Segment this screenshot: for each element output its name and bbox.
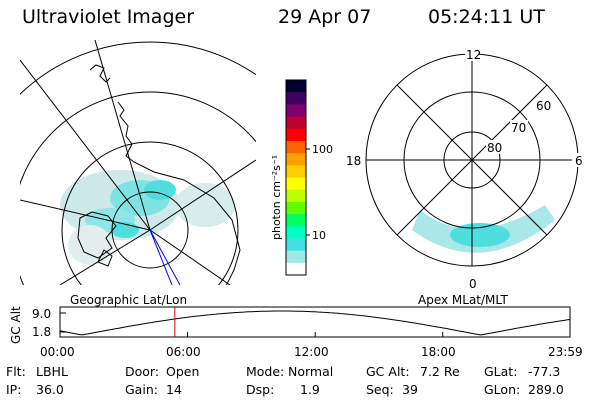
colorbar-scale — [286, 80, 306, 276]
mlt-label-0: 0 — [469, 277, 477, 291]
aurora-oval — [412, 205, 555, 253]
mlt-label-12: 12 — [466, 48, 481, 62]
ip-label: IP: — [6, 382, 22, 397]
x-tick-2359: 23:59 — [548, 345, 583, 359]
glat-value: -77.3 — [528, 364, 561, 379]
colorbar-band — [286, 262, 306, 276]
date-label: 29 Apr 07 — [278, 6, 372, 28]
dsp-value: 1.9 — [300, 382, 320, 397]
colorbar-band — [286, 238, 306, 252]
app-title: Ultraviolet Imager — [22, 6, 195, 28]
seq-label: Seq: — [366, 382, 394, 397]
colorbar-band — [286, 214, 306, 227]
colorbar-band — [286, 250, 306, 264]
gcalt-value: 7.2 Re — [420, 364, 460, 379]
y-tick-top: 9.0 — [32, 307, 51, 321]
mlt-label-6: 6 — [575, 154, 583, 168]
flt-label: Flt: — [6, 364, 26, 379]
colorbar-band — [286, 140, 306, 154]
seq-value: 39 — [402, 382, 418, 397]
colorbar-band — [286, 92, 306, 105]
mode-value: Normal — [288, 364, 334, 379]
colorbar-band — [286, 153, 306, 166]
glon-label: GLon: — [484, 382, 521, 397]
flt-value: LBHL — [36, 364, 68, 379]
colorbar-band — [286, 128, 306, 142]
gain-value: 14 — [166, 382, 182, 397]
altitude-timeline: 9.0 1.8 GC Alt 00:00 06:00 12:00 18:00 2… — [9, 306, 583, 359]
colorbar-band — [286, 189, 306, 203]
x-tick-1200: 12:00 — [294, 345, 329, 359]
mode-label: Mode: — [246, 364, 285, 379]
lat-label-60: 60 — [536, 99, 551, 113]
colorbar: 100 10 photon cm⁻²s⁻¹ — [272, 79, 333, 276]
door-value: Open — [166, 364, 200, 379]
door-label: Door: — [125, 364, 160, 379]
geo-caption-label: Geographic Lat/Lon — [70, 293, 188, 307]
apex-caption-label: Apex MLat/MLT — [418, 293, 508, 307]
x-tick-0600: 06:00 — [166, 345, 201, 359]
glat-label: GLat: — [484, 364, 518, 379]
colorbar-band — [286, 165, 306, 178]
colorbar-unit-label: photon cm⁻²s⁻¹ — [272, 155, 283, 240]
ip-value: 36.0 — [36, 382, 64, 397]
mlt-label-18: 18 — [346, 154, 361, 168]
glon-value: 289.0 — [528, 382, 564, 397]
gain-label: Gain: — [125, 382, 158, 397]
colorbar-band — [286, 80, 306, 93]
colorbar-band — [286, 104, 306, 118]
dsp-label: Dsp: — [246, 382, 275, 397]
colorbar-band — [286, 177, 306, 191]
colorbar-tick-10: 10 — [312, 229, 326, 242]
geographic-map — [20, 40, 256, 285]
colorbar-band — [286, 226, 306, 239]
time-label: 05:24:11 UT — [428, 6, 545, 28]
y-tick-bottom: 1.8 — [32, 325, 51, 339]
colorbar-tick-100: 100 — [312, 143, 333, 156]
magnetic-polar-map: 12 18 6 0 60 70 80 — [343, 47, 586, 291]
x-tick-0000: 00:00 — [40, 345, 75, 359]
lat-label-70: 70 — [511, 121, 526, 135]
colorbar-band — [286, 201, 306, 215]
altitude-curve — [59, 310, 571, 336]
x-tick-1800: 18:00 — [421, 345, 456, 359]
gcalt-label: GC Alt: — [366, 364, 410, 379]
timeline-ylabel: GC Alt — [9, 306, 23, 344]
aurora-emission — [60, 170, 235, 265]
colorbar-band — [286, 116, 306, 130]
lat-label-80: 80 — [487, 141, 502, 155]
